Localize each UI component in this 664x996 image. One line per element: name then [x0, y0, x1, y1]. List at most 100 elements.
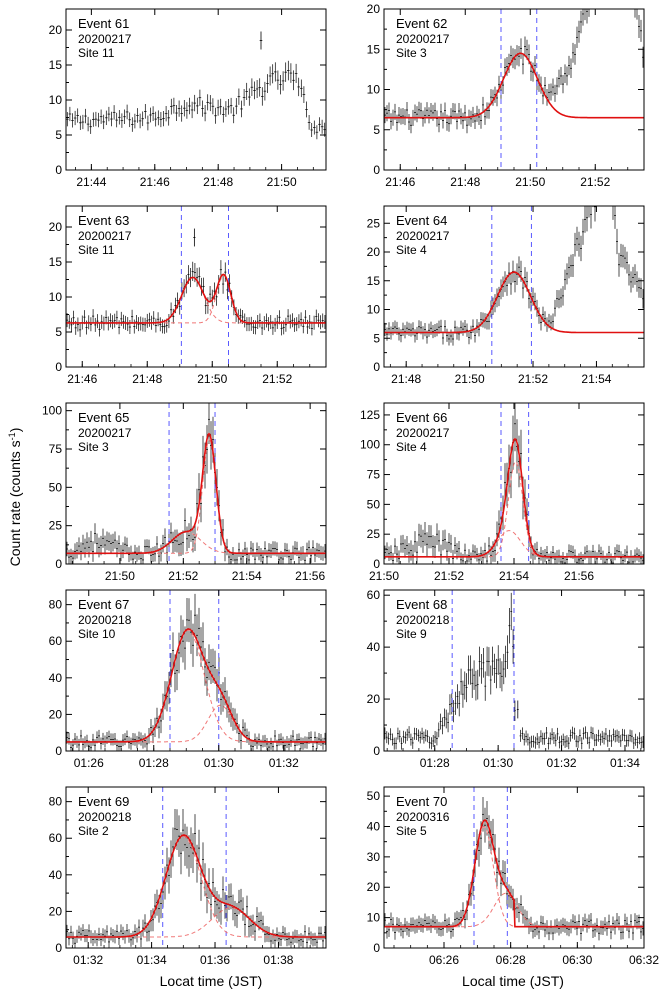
data-point — [254, 733, 256, 747]
data-point — [590, 206, 592, 229]
data-point — [594, 922, 596, 937]
data-point — [420, 102, 422, 119]
data-point — [304, 925, 306, 939]
data-point — [122, 314, 125, 329]
data-point — [606, 921, 608, 936]
data-point — [480, 546, 482, 561]
data-point — [100, 314, 103, 329]
data-point — [408, 543, 410, 563]
data-point — [506, 882, 508, 906]
data-point — [547, 737, 550, 750]
data-point — [96, 314, 99, 329]
data-point — [452, 332, 454, 346]
data-point — [469, 655, 472, 685]
y-tick-label: 5 — [55, 325, 62, 339]
data-point — [632, 737, 635, 750]
data-point — [315, 125, 319, 140]
data-point — [571, 726, 574, 739]
data-point — [268, 926, 270, 943]
data-point — [100, 535, 102, 556]
data-point — [94, 111, 98, 127]
data-point — [442, 530, 444, 551]
axes-frame — [65, 786, 327, 949]
data-point — [462, 680, 464, 708]
data-point — [410, 323, 412, 337]
chart-panel: 0 25 50 75 100 21:50 21:52 21:54 21:56 Event 6520… — [42, 402, 327, 583]
y-axis-label: Count rate (counts s-1) — [7, 428, 23, 567]
data-point — [438, 116, 440, 133]
data-point — [560, 288, 562, 308]
data-point — [600, 546, 602, 560]
data-point — [250, 316, 253, 331]
data-point — [152, 725, 154, 744]
data-point — [526, 910, 528, 927]
data-point — [526, 39, 528, 60]
data-point — [514, 403, 516, 452]
data-point — [102, 114, 105, 130]
data-point — [126, 923, 128, 938]
data-point — [626, 916, 628, 932]
data-point — [68, 732, 70, 745]
data-point — [256, 907, 258, 926]
data-point — [184, 508, 186, 533]
data-point — [567, 737, 570, 750]
data-point — [92, 733, 94, 746]
data-point — [400, 329, 402, 343]
data-point — [294, 63, 298, 84]
data-point — [250, 915, 252, 937]
data-point — [172, 308, 175, 324]
data-point — [432, 104, 434, 121]
data-point — [395, 737, 397, 750]
data-point — [108, 532, 110, 551]
chart-panel: 0 20 40 60 01:28 01:30 01:32 01:34 Event 6820200… — [367, 588, 645, 770]
event-label: Event 66 — [396, 410, 447, 425]
data-point — [86, 116, 90, 132]
data-point — [634, 9, 636, 18]
data-point — [172, 632, 174, 669]
date-label: 20200218 — [78, 613, 132, 627]
data-point — [268, 66, 272, 86]
data-point — [167, 313, 170, 329]
data-point — [404, 539, 406, 558]
data-point — [404, 917, 406, 933]
data-point — [530, 735, 533, 748]
data-point — [566, 66, 568, 86]
data-point — [474, 328, 476, 343]
data-point — [186, 526, 188, 552]
y-tick-label: 0 — [55, 941, 62, 955]
data-point — [148, 921, 150, 942]
data-point — [90, 530, 92, 552]
total-fit — [384, 437, 644, 558]
data-point — [396, 917, 398, 932]
data-point — [146, 539, 148, 554]
data-point — [577, 735, 579, 748]
data-point — [440, 319, 442, 333]
data-point — [266, 926, 268, 942]
data-point — [618, 916, 620, 931]
data-point — [523, 733, 526, 746]
data-point — [624, 913, 626, 928]
data-point — [190, 101, 194, 119]
data-point — [422, 529, 424, 553]
data-point — [638, 14, 640, 38]
data-point — [128, 112, 131, 128]
data-point — [162, 111, 165, 127]
x-tick-label: 21:56 — [564, 569, 594, 583]
data-point — [252, 542, 254, 558]
x-tick-label: 01:26 — [74, 756, 104, 770]
data-point — [432, 734, 435, 747]
site-label: Site 4 — [396, 440, 427, 454]
data-point — [619, 734, 622, 747]
data-point — [616, 729, 618, 742]
x-tick-label: 06:30 — [562, 953, 592, 967]
data-point — [508, 53, 510, 73]
x-axis-label-right: Local time (JST) — [462, 973, 564, 989]
data-point — [632, 266, 634, 288]
data-point — [152, 546, 154, 562]
data-point — [525, 730, 527, 743]
data-point — [296, 733, 298, 746]
data-point — [520, 895, 522, 914]
data-point — [298, 733, 300, 746]
data-point — [541, 732, 544, 745]
data-point — [300, 933, 302, 947]
